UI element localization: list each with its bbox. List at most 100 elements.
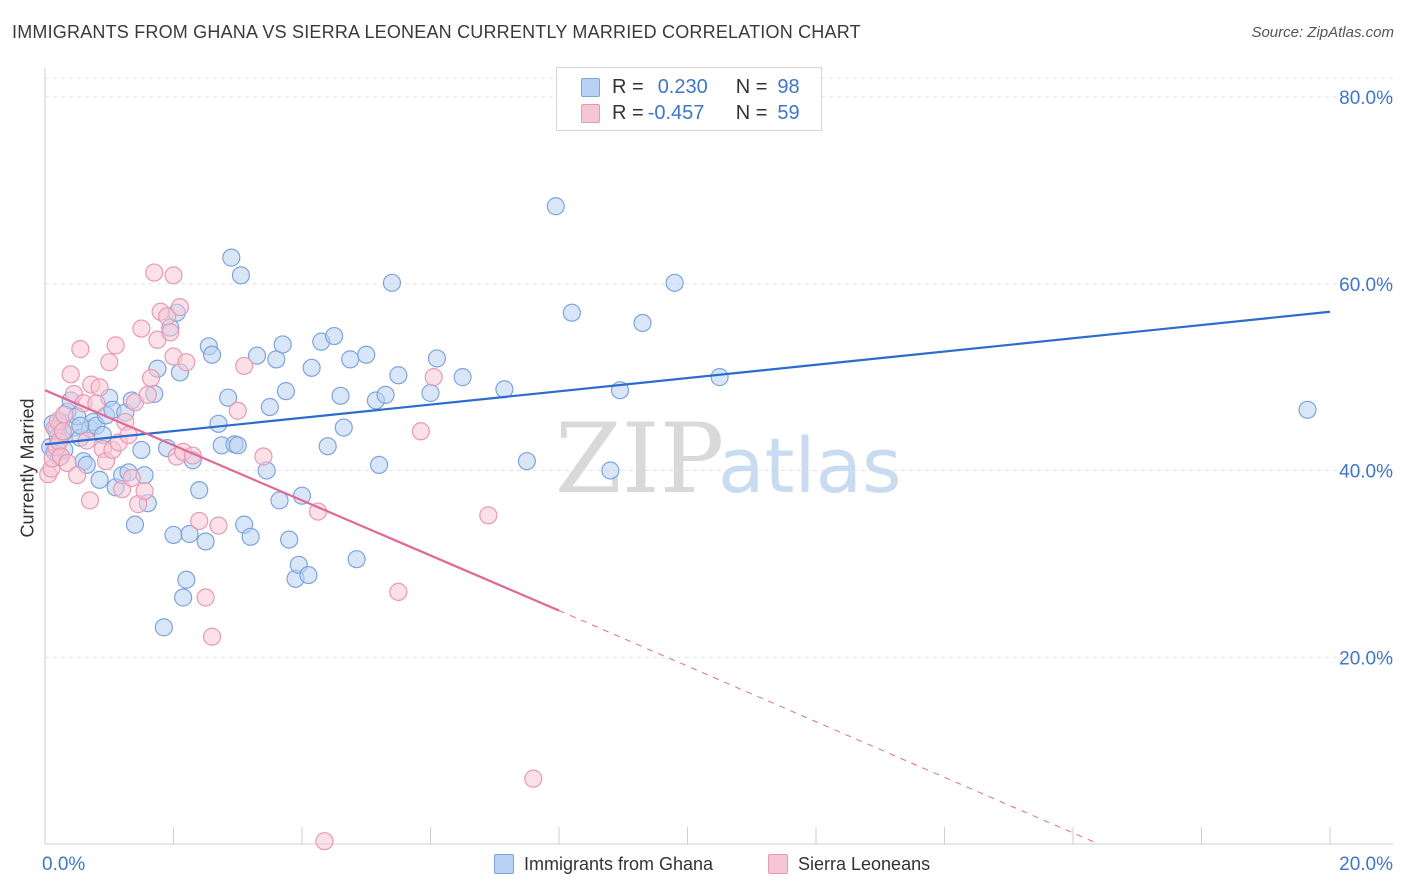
legend-label-sierra: Sierra Leoneans: [798, 853, 931, 874]
sierra-point: [106, 336, 125, 355]
ghana-point: [1298, 400, 1317, 419]
stats-legend: R = 0.230 N = 98 R = -0.457 N = 59: [556, 67, 822, 131]
ghana-point: [174, 588, 193, 607]
ghana-point: [276, 382, 296, 401]
ghana-point: [382, 273, 402, 292]
sierra-point: [389, 582, 408, 601]
ghana-point: [325, 326, 344, 346]
ghana-point: [601, 461, 620, 480]
sierra-point: [90, 378, 109, 397]
ghana-point: [710, 368, 729, 387]
sierra-point: [424, 368, 443, 387]
ghana-point: [495, 380, 514, 399]
ghana-point: [202, 345, 222, 364]
x-tick-label: 0.0%: [42, 854, 85, 875]
sierra-point: [196, 588, 215, 607]
ghana-point: [154, 618, 173, 637]
r-value: -0.457: [647, 101, 705, 124]
chart-title: IMMIGRANTS FROM GHANA VS SIERRA LEONEAN …: [12, 22, 861, 42]
ghana-point: [231, 266, 251, 285]
legend-item-ghana: Immigrants from Ghana: [494, 852, 713, 876]
sierra-point: [68, 466, 87, 485]
sierra-point: [254, 447, 273, 466]
sierra-point: [80, 491, 100, 510]
sierra-point: [164, 266, 183, 285]
sierra-point: [315, 832, 334, 851]
tick-labels: 20.0% 40.0% 60.0% 80.0% 0.0% 20.0%: [42, 88, 1393, 875]
sierra-trend-line: [44, 389, 560, 612]
sierra-point: [161, 323, 180, 342]
ghana-point: [633, 313, 652, 333]
sierra-point: [141, 368, 161, 388]
ghana-point: [389, 366, 408, 385]
sierra-point: [235, 356, 254, 376]
y-tick-label: 40.0%: [1339, 462, 1393, 483]
r-label: R =: [612, 101, 644, 124]
n-value: 98: [777, 75, 800, 98]
ghana-point: [370, 455, 389, 474]
sierra-point: [58, 453, 77, 473]
legend-label-ghana: Immigrants from Ghana: [524, 853, 714, 874]
sierra-point: [100, 353, 119, 372]
ghana-point: [196, 532, 215, 551]
sierra-point: [132, 319, 151, 338]
stats-row-sierra: R = -0.457 N = 59: [581, 101, 800, 125]
ghana-point: [125, 515, 145, 534]
sierra-point: [61, 365, 80, 384]
y-tick-label: 60.0%: [1339, 275, 1393, 296]
data-points: [39, 197, 1317, 851]
ghana-point: [180, 524, 199, 544]
watermark-zip: ZIP: [555, 403, 724, 515]
sierra-legend-swatch: [768, 854, 788, 874]
sierra-point: [53, 422, 73, 441]
ghana-point: [247, 346, 267, 365]
ghana-point: [260, 397, 279, 417]
sierra-point: [71, 340, 90, 359]
ghana-point: [299, 565, 318, 585]
n-label: N =: [735, 101, 768, 124]
ghana-point: [280, 530, 299, 549]
ghana-point: [209, 414, 228, 433]
ghana-point: [292, 486, 312, 505]
y-axis-label: Currently Married: [17, 398, 38, 538]
n-value: 59: [777, 101, 800, 124]
ghana-swatch: [581, 77, 600, 97]
trend-lines: [44, 310, 1331, 845]
n-label: N =: [735, 75, 768, 98]
ghana-point: [273, 335, 292, 354]
ghana-point: [546, 197, 565, 216]
ghana-point: [421, 383, 440, 403]
y-tick-label: 20.0%: [1339, 648, 1393, 669]
sierra-point: [135, 481, 154, 501]
sierra-point: [177, 353, 196, 372]
ghana-point: [341, 350, 360, 369]
ghana-point: [90, 470, 109, 489]
ghana-point: [190, 481, 209, 500]
watermark-atlas: atlas: [718, 421, 902, 510]
ghana-point: [222, 248, 241, 267]
sierra-point: [190, 511, 209, 531]
ghana-point: [427, 349, 447, 368]
sierra-point: [524, 769, 543, 788]
source-label: Source: ZipAtlas.com: [1251, 24, 1394, 41]
legend-item-sierra: Sierra Leoneans: [768, 852, 930, 876]
ghana-point: [219, 388, 238, 407]
sierra-point: [479, 506, 498, 525]
ghana-point: [347, 550, 366, 569]
ghana-point: [241, 527, 260, 546]
sierra-point: [411, 422, 430, 441]
ghana-point: [334, 418, 353, 437]
stats-row-ghana: R = 0.230 N = 98: [581, 75, 800, 99]
ghana-point: [318, 437, 337, 456]
ghana-point: [228, 436, 247, 455]
ghana-point: [132, 440, 151, 460]
sierra-point: [209, 516, 228, 535]
ghana-point: [177, 570, 196, 589]
watermark: ZIP atlas: [555, 403, 902, 515]
r-value: 0.230: [657, 75, 708, 98]
ghana-point: [517, 452, 536, 471]
sierra-point: [170, 297, 190, 317]
r-label: R =: [612, 75, 644, 98]
ghana-point: [357, 345, 376, 364]
